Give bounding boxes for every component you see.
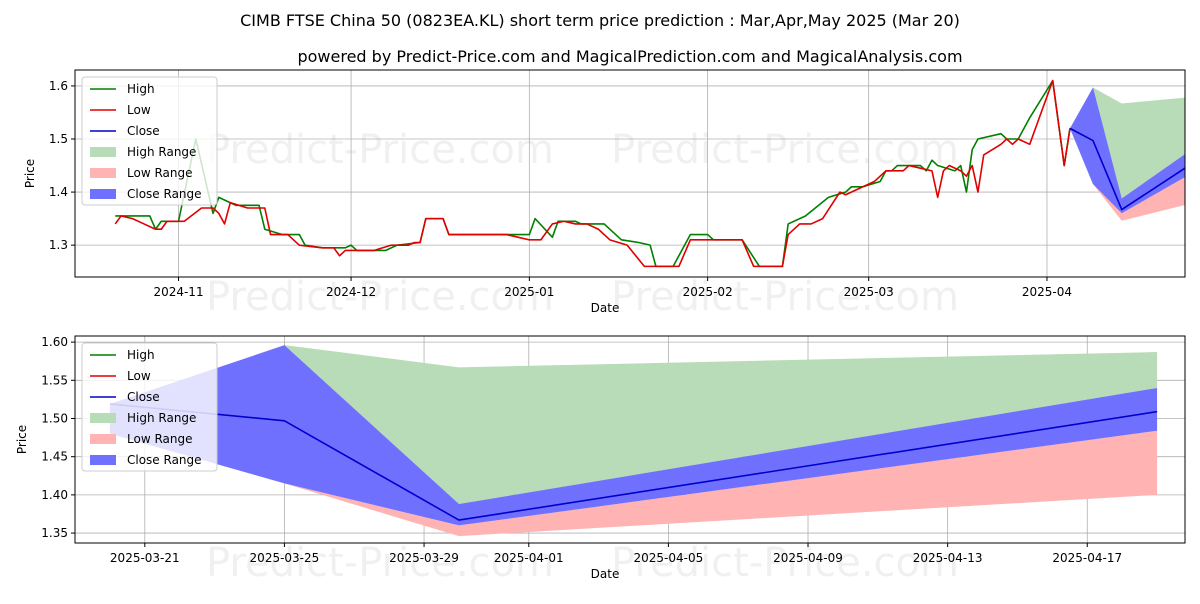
legend-low-range-label: Low Range [127,432,192,446]
watermark-text: Predict-Price.com [206,540,554,586]
y-tick-label: 1.40 [41,488,68,502]
x-tick-label: 2025-04-13 [913,551,983,565]
x-tick-label: 2025-02 [683,285,733,299]
legend-close-range-swatch [90,189,116,199]
series-lines [114,79,1185,268]
legend-close-range-label: Close Range [127,187,202,201]
y-tick-label: 1.5 [49,132,68,146]
legend-high-label: High [127,348,155,362]
legend-high-label: High [127,82,155,96]
close-series-line [1069,127,1185,211]
legend-low-label: Low [127,103,151,117]
x-tick-label: 2025-03 [844,285,894,299]
range-bands [109,345,1158,537]
x-tick-label: 2024-11 [153,285,203,299]
legend-high-range-label: High Range [127,411,196,425]
x-axis-ticks: 2024-11 2024-12 2025-01 2025-02 2025-03 2025-… [153,277,1072,299]
y-axis-label: Price [15,425,29,454]
legend-box [81,76,218,206]
legend-box [81,342,218,472]
x-tick-label: 2025-04-01 [494,551,564,565]
panel-top: Predict-Price.com Predict-Price.com Predic… [23,69,1186,320]
y-tick-label: 1.35 [41,526,68,540]
watermark-text: Predict-Price.com [206,274,554,320]
grid-lines [75,70,1185,277]
chart-subtitle: powered by Predict-Price.com and Magical… [297,47,962,66]
y-tick-label: 1.3 [49,238,68,252]
plot-frame [74,69,1186,278]
legend-low-label: Low [127,369,151,383]
legend-close-range-label: Close Range [127,453,202,467]
y-tick-label: 1.4 [49,185,68,199]
x-tick-label: 2025-04-05 [634,551,704,565]
close-range-band [109,345,1158,526]
legend-close-range-swatch [90,455,116,465]
x-tick-label: 2025-03-25 [250,551,320,565]
watermark-text: Predict-Price.com [611,274,959,320]
legend-close-label: Close [127,390,160,404]
high-range-band [284,345,1158,505]
x-axis-label: Date [591,301,620,315]
high-series-line [115,79,1071,268]
watermark-text: Predict-Price.com [611,540,959,586]
chart-title: CIMB FTSE China 50 (0823EA.KL) short ter… [240,11,960,30]
x-tick-label: 2025-01 [504,285,554,299]
legend-low-range-swatch [90,168,116,178]
legend: High Low Close High Range Low Range Close Ran… [81,342,218,472]
legend: High Low Close High Range Low Range Close Ran… [81,76,218,206]
panel-bottom: Predict-Price.comPredict-Price.comPredic… [15,335,1186,586]
watermark-text: Predict-Price.com [206,127,554,173]
y-axis-ticks: 1.3 1.4 1.5 1.6 [49,79,75,252]
low-range-band [109,430,1158,537]
y-tick-label: 1.45 [41,450,68,464]
x-tick-label: 2025-04-09 [773,551,843,565]
legend-high-range-swatch [90,413,116,423]
close-range-band [1069,87,1185,214]
legend-low-range-swatch [90,434,116,444]
y-axis-label: Price [23,159,37,188]
legend-high-range-swatch [90,147,116,157]
y-tick-label: 1.55 [41,373,68,387]
low-series-line [114,79,1071,268]
legend-high-range-label: High Range [127,145,196,159]
x-tick-label: 2025-03-21 [110,551,180,565]
x-tick-label: 2025-03-29 [389,551,459,565]
y-tick-label: 1.50 [41,411,68,425]
x-tick-label: 2025-04 [1022,285,1072,299]
legend-low-range-label: Low Range [127,166,192,180]
watermark-group: Predict-Price.com Predict-Price.com Predic… [206,127,959,320]
low-range-band [1069,128,1185,221]
x-tick-label: 2024-12 [326,285,376,299]
x-axis-label: Date [591,567,620,581]
y-axis-ticks: 1.35 1.40 1.45 1.50 1.55 1.60 [41,335,75,540]
range-bands [1069,87,1185,221]
x-tick-label: 2025-04-17 [1052,551,1122,565]
legend-close-label: Close [127,124,160,138]
y-tick-label: 1.60 [41,335,68,349]
y-tick-label: 1.6 [49,79,68,93]
x-axis-ticks: 2025-03-21 2025-03-25 2025-03-29 2025-04-01… [110,543,1122,565]
plot-frame [74,335,1186,544]
